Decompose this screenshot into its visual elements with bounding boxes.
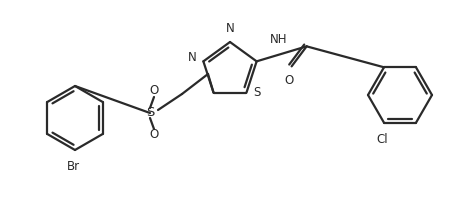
Text: O: O — [149, 129, 158, 141]
Text: O: O — [284, 74, 293, 87]
Text: NH: NH — [270, 33, 288, 46]
Text: Br: Br — [66, 160, 79, 173]
Text: O: O — [149, 85, 158, 97]
Text: S: S — [254, 86, 261, 99]
Text: Cl: Cl — [376, 133, 388, 146]
Text: N: N — [188, 51, 196, 64]
Text: S: S — [146, 107, 154, 119]
Text: N: N — [226, 22, 235, 35]
